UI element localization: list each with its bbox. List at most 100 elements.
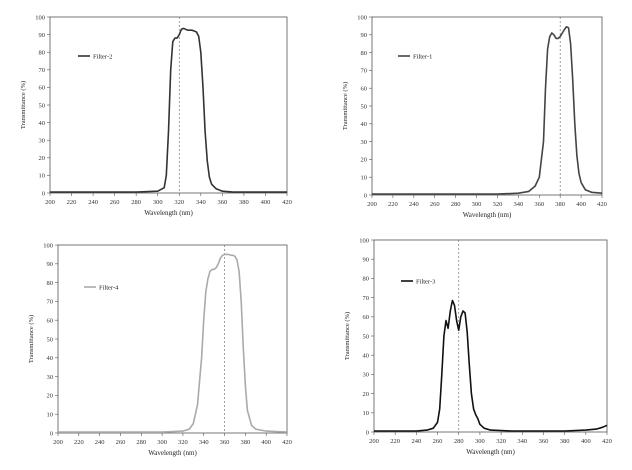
y-tick-label: 80 xyxy=(363,276,370,283)
x-tick-label: 360 xyxy=(220,439,230,446)
y-tick-label: 60 xyxy=(361,86,368,93)
y-tick-label: 10 xyxy=(47,412,54,419)
x-tick-label: 380 xyxy=(240,439,250,446)
y-tick-label: 80 xyxy=(361,50,368,57)
y-tick-label: 90 xyxy=(39,32,46,39)
legend: Filter-3 xyxy=(401,278,435,285)
x-tick-label: 300 xyxy=(157,439,167,446)
y-tick-label: 100 xyxy=(43,242,53,249)
x-tick-label: 400 xyxy=(581,438,591,445)
x-tick-label: 300 xyxy=(472,201,482,208)
x-tick-label: 420 xyxy=(282,439,292,446)
y-tick-label: 100 xyxy=(357,14,367,21)
series-line-filter-2 xyxy=(50,27,287,193)
y-tick-label: 60 xyxy=(363,314,370,321)
y-tick-label: 90 xyxy=(363,257,370,264)
y-tick-label: 30 xyxy=(47,374,54,381)
x-tick-label: 200 xyxy=(369,438,379,445)
x-tick-label: 320 xyxy=(178,439,188,446)
y-tick-label: 70 xyxy=(47,299,54,306)
y-tick-label: 20 xyxy=(363,391,370,398)
x-tick-label: 340 xyxy=(199,439,209,446)
x-tick-label: 260 xyxy=(116,439,126,446)
x-tick-label: 320 xyxy=(496,438,506,445)
x-tick-label: 220 xyxy=(67,199,77,206)
x-tick-label: 360 xyxy=(217,199,227,206)
y-tick-label: 50 xyxy=(47,336,54,343)
y-tick-label: 70 xyxy=(39,67,46,74)
plot-frame xyxy=(57,244,288,434)
x-tick-label: 300 xyxy=(153,199,163,206)
y-tick-label: 20 xyxy=(39,155,46,162)
x-tick-label: 380 xyxy=(555,201,565,208)
y-tick-label: 10 xyxy=(363,410,370,417)
y-tick-label: 40 xyxy=(47,355,54,362)
legend-label: Filter-1 xyxy=(413,53,432,60)
x-tick-label: 360 xyxy=(534,201,544,208)
y-tick-label: 80 xyxy=(39,50,46,57)
series-line-filter-4 xyxy=(58,253,288,433)
y-axis-label: Transmittance (%) xyxy=(28,315,35,363)
y-tick-label: 100 xyxy=(359,237,369,244)
y-tick-label: 60 xyxy=(47,318,54,325)
x-tick-label: 260 xyxy=(110,199,120,206)
x-tick-label: 400 xyxy=(261,439,271,446)
y-tick-label: 70 xyxy=(363,295,370,302)
y-tick-label: 0 xyxy=(364,192,367,199)
x-axis-label: Wavelength (nm) xyxy=(463,211,512,219)
x-axis-label: Wavelength (nm) xyxy=(144,209,193,217)
chart-panel-3: 200 220 240 260 280 300 320 340 360 380 400 420 0 10 2… xyxy=(28,242,292,457)
x-tick-label: 380 xyxy=(560,438,570,445)
x-tick-label: 220 xyxy=(390,438,400,445)
y-tick-label: 70 xyxy=(361,68,368,75)
legend: Filter-4 xyxy=(84,284,119,291)
x-tick-label: 380 xyxy=(239,199,249,206)
x-tick-label: 360 xyxy=(539,438,549,445)
y-tick-label: 50 xyxy=(361,103,368,110)
x-tick-label: 240 xyxy=(88,199,98,206)
y-tick-label: 0 xyxy=(42,190,45,197)
x-tick-label: 200 xyxy=(53,439,63,446)
legend: Filter-1 xyxy=(398,53,432,60)
x-tick-label: 400 xyxy=(576,201,586,208)
y-tick-label: 10 xyxy=(361,175,368,182)
legend-label: Filter-4 xyxy=(99,284,119,291)
plot-frame xyxy=(373,239,608,433)
y-axis-label: Transmittance (%) xyxy=(20,81,27,129)
y-tick-label: 20 xyxy=(361,157,368,164)
x-tick-label: 340 xyxy=(513,201,523,208)
x-tick-label: 420 xyxy=(597,201,607,208)
legend-label: Filter-3 xyxy=(416,278,435,285)
x-tick-label: 320 xyxy=(174,199,184,206)
x-tick-label: 340 xyxy=(196,199,206,206)
x-tick-label: 280 xyxy=(451,201,461,208)
legend: Filter-2 xyxy=(78,53,112,60)
x-tick-label: 260 xyxy=(433,438,443,445)
y-tick-label: 50 xyxy=(363,333,370,340)
x-tick-label: 280 xyxy=(454,438,464,445)
x-axis-label: Wavelength (nm) xyxy=(466,448,515,456)
y-tick-label: 40 xyxy=(363,353,370,360)
y-tick-label: 0 xyxy=(50,430,53,437)
y-tick-label: 30 xyxy=(361,139,368,146)
legend-label: Filter-2 xyxy=(93,53,112,60)
x-tick-label: 320 xyxy=(493,201,503,208)
series-line-filter-1 xyxy=(372,25,603,195)
chart-panel-1: 200 220 240 260 280 300 320 340 360 380 400 420 0 10 2… xyxy=(20,14,292,217)
y-tick-label: 80 xyxy=(47,280,54,287)
x-tick-label: 220 xyxy=(74,439,84,446)
y-tick-label: 30 xyxy=(39,138,46,145)
chart-panel-2: 200 220 240 260 280 300 320 340 360 380 400 420 0 10 2… xyxy=(342,14,607,219)
x-tick-label: 200 xyxy=(45,199,55,206)
y-axis-label: Transmittance (%) xyxy=(344,312,351,360)
y-tick-label: 10 xyxy=(39,173,46,180)
x-tick-label: 340 xyxy=(517,438,527,445)
x-tick-label: 420 xyxy=(282,199,292,206)
x-tick-label: 280 xyxy=(131,199,141,206)
y-tick-label: 50 xyxy=(39,102,46,109)
x-tick-label: 300 xyxy=(475,438,485,445)
plot-frame xyxy=(371,16,603,196)
x-tick-label: 400 xyxy=(261,199,271,206)
